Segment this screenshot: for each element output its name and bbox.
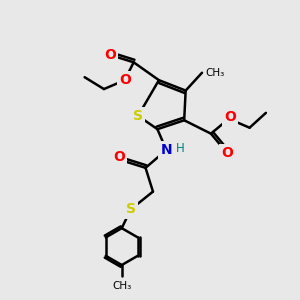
Text: N: N bbox=[160, 143, 172, 157]
Text: O: O bbox=[221, 146, 233, 160]
Text: O: O bbox=[224, 110, 236, 124]
Text: O: O bbox=[119, 73, 131, 87]
Text: O: O bbox=[104, 48, 116, 62]
Text: CH₃: CH₃ bbox=[206, 68, 225, 78]
Text: S: S bbox=[133, 109, 143, 123]
Text: H: H bbox=[176, 142, 184, 155]
Text: S: S bbox=[126, 202, 136, 216]
Text: CH₃: CH₃ bbox=[112, 281, 131, 291]
Text: O: O bbox=[113, 150, 125, 164]
